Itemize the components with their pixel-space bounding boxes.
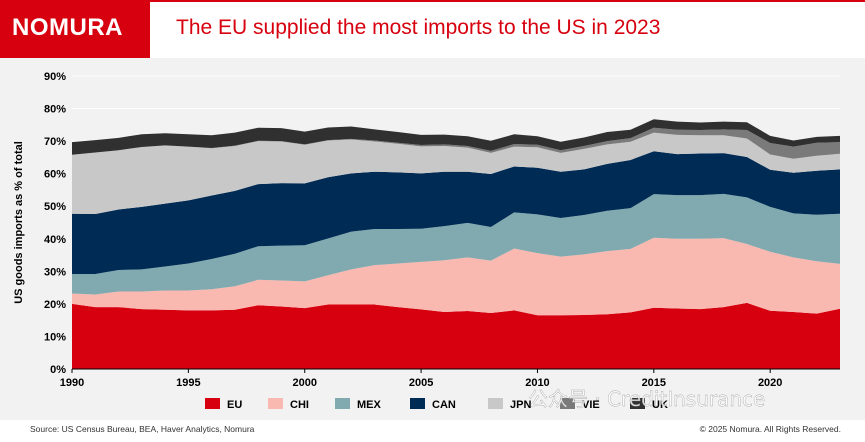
legend-label: JPN bbox=[510, 399, 531, 411]
legend-swatch bbox=[205, 398, 220, 409]
legend-item-vie: VIE bbox=[560, 398, 600, 411]
legend-item-chi: CHI bbox=[268, 398, 309, 411]
area-series-uk bbox=[72, 119, 840, 155]
y-tick-label: 10% bbox=[44, 331, 66, 343]
area-series-chi bbox=[72, 237, 840, 316]
legend-swatch bbox=[268, 398, 283, 409]
x-tick-label: 1995 bbox=[176, 377, 200, 389]
area-series-jpn bbox=[72, 132, 840, 215]
axes: 0% 10% 20% 30% 40% 50% 60% 70% 80% 90% 1990 1995 200… bbox=[13, 71, 840, 389]
source-note: Source: US Census Bureau, BEA, Haver Ana… bbox=[30, 424, 255, 434]
logo-text: NOMURA bbox=[12, 14, 123, 41]
legend: EU CHI MEX CAN JPN VIE UK bbox=[205, 398, 668, 411]
legend-label: CHI bbox=[290, 399, 309, 411]
area-series-eu bbox=[72, 302, 840, 369]
y-tick-label: 40% bbox=[44, 234, 66, 246]
watermark: 公众号 · CreditInsurance bbox=[528, 387, 765, 411]
y-tick-label: 50% bbox=[44, 201, 66, 213]
header-rule bbox=[150, 0, 865, 2]
x-tick-label: 2010 bbox=[525, 377, 549, 389]
legend-label: EU bbox=[227, 399, 242, 411]
legend-swatch bbox=[560, 398, 575, 409]
y-axis-label: US goods imports as % of total bbox=[13, 141, 25, 304]
x-tick-label: 2020 bbox=[758, 377, 782, 389]
x-tick-label: 2000 bbox=[292, 377, 316, 389]
y-tick-label: 60% bbox=[44, 169, 66, 181]
y-tick-label: 80% bbox=[44, 104, 66, 116]
legend-swatch bbox=[410, 398, 425, 409]
y-tick-label: 30% bbox=[44, 266, 66, 278]
y-tick-label: 90% bbox=[44, 71, 66, 83]
legend-item-mex: MEX bbox=[335, 398, 382, 411]
legend-label: UK bbox=[652, 399, 668, 411]
nomura-logo: NOMURA bbox=[0, 0, 150, 58]
y-tick-label: 0% bbox=[50, 364, 66, 376]
legend-item-uk: UK bbox=[630, 398, 668, 411]
x-tick-label: 1990 bbox=[60, 377, 84, 389]
y-tick-label: 70% bbox=[44, 136, 66, 148]
x-tick-label: 2015 bbox=[642, 377, 666, 389]
legend-label: VIE bbox=[582, 399, 600, 411]
legend-swatch bbox=[630, 398, 645, 409]
area-series-can bbox=[72, 151, 840, 274]
header: NOMURA The EU supplied the most imports … bbox=[0, 0, 865, 58]
legend-label: CAN bbox=[432, 399, 456, 411]
area-series-mex bbox=[72, 193, 840, 295]
legend-label: MEX bbox=[357, 399, 382, 411]
stacked-area-chart: 0% 10% 20% 30% 40% 50% 60% 70% 80% 90% 1990 1995 200… bbox=[13, 71, 840, 411]
legend-item-jpn: JPN bbox=[488, 398, 531, 411]
copyright-note: © 2025 Nomura. All Rights Reserved. bbox=[699, 424, 841, 434]
legend-item-eu: EU bbox=[205, 398, 242, 411]
legend-swatch bbox=[335, 398, 350, 409]
area-series-group bbox=[72, 119, 840, 369]
legend-swatch bbox=[488, 398, 503, 409]
x-tick-label: 2005 bbox=[409, 377, 433, 389]
chart-title: The EU supplied the most imports to the … bbox=[176, 16, 661, 39]
y-tick-label: 20% bbox=[44, 299, 66, 311]
legend-item-can: CAN bbox=[410, 398, 456, 411]
